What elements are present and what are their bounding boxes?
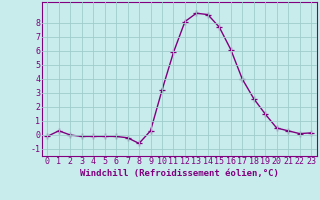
X-axis label: Windchill (Refroidissement éolien,°C): Windchill (Refroidissement éolien,°C) — [80, 169, 279, 178]
